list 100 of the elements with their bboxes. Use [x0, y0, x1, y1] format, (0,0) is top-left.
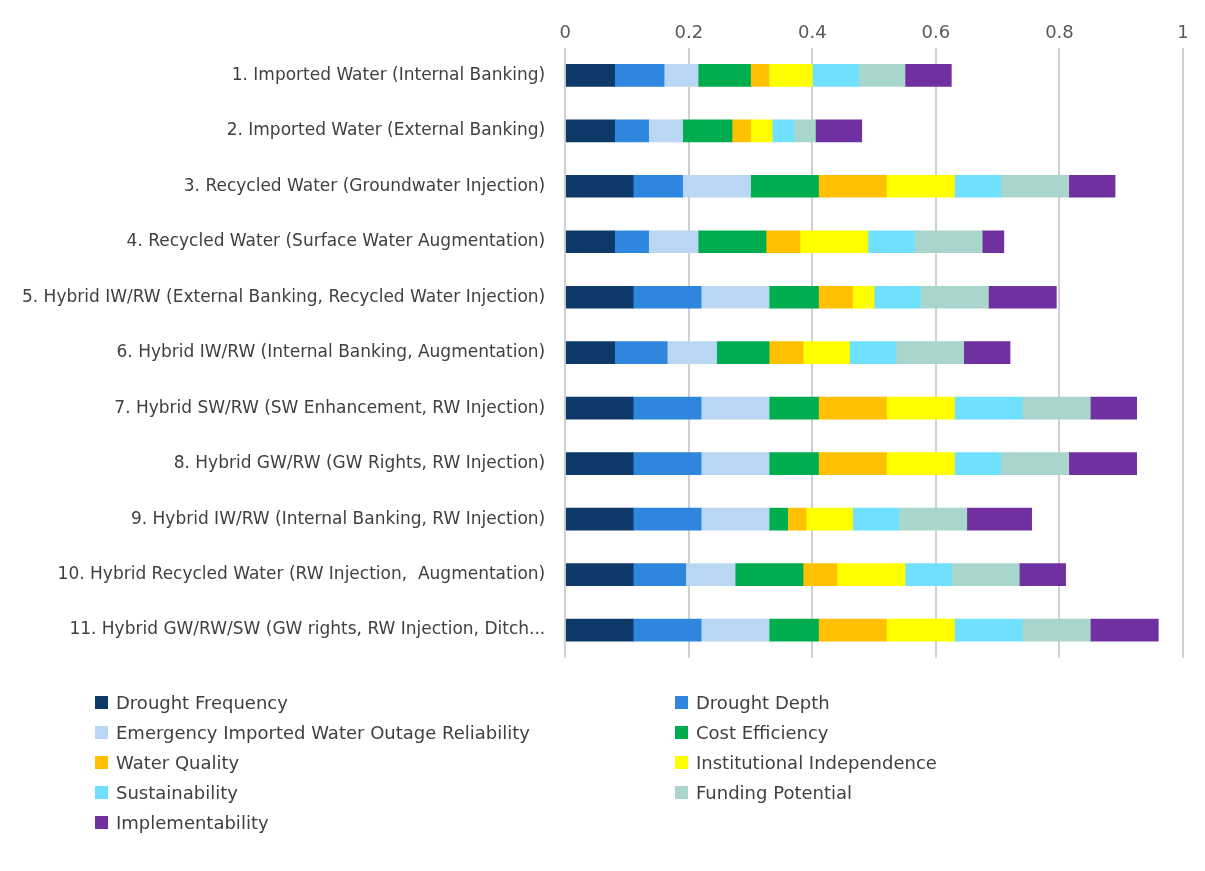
bar — [697, 230, 767, 254]
bar — [614, 230, 649, 254]
bar — [818, 174, 887, 198]
bar — [632, 618, 702, 642]
bar — [614, 119, 649, 143]
bar — [799, 230, 869, 254]
bar — [886, 396, 955, 420]
bar — [787, 507, 807, 531]
bar — [648, 230, 699, 254]
bar — [852, 507, 900, 531]
bar — [768, 452, 819, 475]
bar — [951, 563, 1020, 586]
bar — [1000, 452, 1070, 475]
bar — [632, 174, 683, 198]
bar — [954, 174, 1002, 198]
bar — [1068, 174, 1116, 198]
bar — [818, 452, 887, 475]
bar — [1090, 396, 1137, 420]
bar — [954, 452, 1002, 475]
x-tick-label: 0.4 — [798, 21, 827, 43]
bar — [632, 285, 702, 309]
bar — [565, 64, 615, 87]
y-tick-label: 1. Imported Water (Internal Banking) — [231, 63, 546, 84]
bar — [898, 507, 968, 531]
bar — [920, 285, 989, 309]
y-tick-label: 7. Hybrid SW/RW (SW Enhancement, RW Injection) — [114, 396, 546, 417]
bar — [632, 563, 687, 586]
bar — [805, 507, 853, 531]
bar — [700, 507, 770, 531]
legend-label: Implementability — [116, 812, 269, 833]
bar — [731, 119, 751, 143]
bar — [886, 618, 955, 642]
y-tick-label: 3. Recycled Water (Groundwater Injection) — [183, 174, 546, 195]
legend-label: Drought Depth — [696, 692, 830, 713]
bar — [904, 563, 952, 586]
bar — [632, 507, 702, 531]
y-tick-label: 10. Hybrid Recycled Water (RW Injection, Augmentation) — [57, 563, 546, 584]
bar — [886, 174, 955, 198]
bar — [682, 119, 733, 143]
bar — [632, 452, 702, 475]
legend-label: Funding Potential — [696, 782, 853, 803]
bar — [685, 563, 736, 586]
bar — [682, 174, 751, 198]
bar — [697, 64, 751, 87]
x-tick-label: 1 — [1177, 21, 1189, 43]
bar — [768, 396, 819, 420]
y-tick-label: 6. Hybrid IW/RW (Internal Banking, Augmentation) — [116, 341, 546, 362]
bar — [750, 119, 773, 143]
bar — [849, 341, 897, 365]
bar — [913, 230, 983, 254]
bar — [565, 341, 615, 365]
bar — [734, 563, 804, 586]
bar — [873, 285, 921, 309]
bar — [815, 119, 863, 143]
bar — [1018, 563, 1066, 586]
bar — [895, 341, 965, 365]
bar — [768, 507, 788, 531]
bar — [648, 119, 683, 143]
y-tick-label: 8. Hybrid GW/RW (GW Rights, RW Injection) — [173, 452, 546, 473]
bar — [1068, 452, 1137, 475]
bar — [565, 174, 634, 198]
bar — [750, 64, 770, 87]
bar — [768, 618, 819, 642]
bar — [852, 285, 875, 309]
bar — [954, 396, 1023, 420]
x-tick-label: 0.8 — [1045, 21, 1074, 43]
bar — [565, 230, 615, 254]
bar — [1022, 396, 1091, 420]
bar — [768, 341, 804, 365]
bar — [565, 452, 634, 475]
bar — [700, 618, 770, 642]
legend-label: Cost Efficiency — [696, 722, 829, 743]
bar — [768, 64, 813, 87]
bar — [700, 396, 770, 420]
bar — [963, 341, 1011, 365]
bar — [818, 285, 853, 309]
y-tick-label: 11. Hybrid GW/RW/SW (GW rights, RW Injection, Ditch... — [69, 618, 546, 639]
bar — [966, 507, 1032, 531]
bar — [750, 174, 819, 198]
bar — [700, 285, 770, 309]
legend-label: Emergency Imported Water Outage Reliability — [116, 722, 530, 743]
bar — [565, 507, 634, 531]
y-tick-label: 4. Recycled Water (Surface Water Augmentation) — [126, 230, 546, 251]
x-tick-label: 0.6 — [921, 21, 951, 43]
legend-label: Institutional Independence — [696, 752, 937, 773]
bar — [765, 230, 801, 254]
legend-label: Water Quality — [116, 752, 240, 773]
bar — [836, 563, 906, 586]
bar — [1022, 618, 1091, 642]
bar — [1000, 174, 1070, 198]
bar — [565, 563, 634, 586]
x-tick-label: 0 — [559, 21, 571, 43]
bar — [700, 452, 770, 475]
bar — [981, 230, 1005, 254]
bar — [632, 396, 702, 420]
bar — [716, 341, 770, 365]
bar — [565, 119, 615, 143]
y-tick-label: 2. Imported Water (External Banking) — [226, 119, 546, 140]
bar — [812, 64, 859, 87]
bar — [954, 618, 1023, 642]
